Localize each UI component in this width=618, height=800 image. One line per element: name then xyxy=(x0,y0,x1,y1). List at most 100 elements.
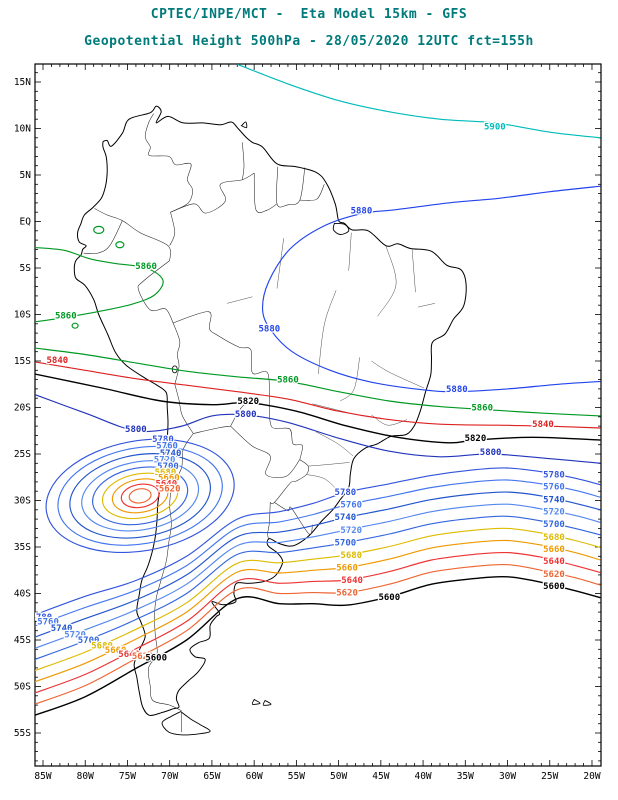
contour-label: 5740 xyxy=(51,624,73,634)
lat-label: 5S xyxy=(20,263,32,274)
lon-label: 40W xyxy=(414,771,431,782)
contour-5640 xyxy=(35,551,601,694)
contour-label: 5800 xyxy=(125,425,147,435)
contour-label: 5600 xyxy=(543,582,565,592)
contour-5780 xyxy=(35,467,601,616)
country-border xyxy=(242,142,245,180)
lat-label: 30S xyxy=(14,496,31,507)
island-outline xyxy=(251,698,261,705)
lat-label: 45S xyxy=(14,635,31,646)
lat-label: 15N xyxy=(14,77,31,88)
contour-label: 5860 xyxy=(135,262,157,272)
state-border xyxy=(276,238,284,289)
contour-label: 5600 xyxy=(145,654,167,664)
lon-label: 45W xyxy=(372,771,389,782)
contour-label: 5680 xyxy=(155,468,177,478)
contour-5800 xyxy=(35,394,601,464)
contour-ring-5740 xyxy=(69,453,211,539)
country-border xyxy=(147,433,194,711)
contour-ring-5760 xyxy=(57,445,223,546)
lat-label: 55S xyxy=(14,728,31,739)
island-outline xyxy=(161,711,211,736)
lon-label: 80W xyxy=(77,771,94,782)
country-border xyxy=(172,322,181,385)
contour-ring-5860 xyxy=(93,225,105,234)
contour-5840 xyxy=(35,361,601,429)
contour-labels: 5900588058805880586058605860586058405840… xyxy=(30,121,566,665)
contour-label: 5740 xyxy=(335,513,357,523)
country-border xyxy=(193,425,231,434)
chart-title-line2: Geopotential Height 500hPa - 28/05/2020 … xyxy=(84,34,534,49)
contour-5820 xyxy=(35,373,601,444)
contour-label: 5660 xyxy=(543,545,565,555)
state-border xyxy=(315,431,354,457)
axis-ticks xyxy=(35,64,601,766)
contour-label: 5600 xyxy=(378,593,400,603)
contour-label: 5700 xyxy=(543,520,565,530)
contour-label: 5700 xyxy=(78,636,100,646)
contour-label: 5900 xyxy=(484,123,506,133)
state-border xyxy=(377,245,397,317)
contour-5740 xyxy=(35,491,601,638)
contour-5760 xyxy=(35,479,601,627)
contour-ring-5700 xyxy=(92,466,189,526)
contour-label: 5880 xyxy=(259,324,281,334)
lon-label: 55W xyxy=(288,771,305,782)
country-border xyxy=(173,311,270,406)
contour-label: 5840 xyxy=(532,420,554,430)
contour-5900 xyxy=(237,64,601,139)
island-outline xyxy=(332,222,350,235)
country-border xyxy=(270,459,309,505)
contour-label: 5740 xyxy=(160,449,182,459)
state-border xyxy=(371,360,424,389)
coastline xyxy=(73,105,467,717)
lon-label: 60W xyxy=(246,771,263,782)
contour-label: 5680 xyxy=(91,642,113,652)
lat-label: 25S xyxy=(14,449,31,460)
contour-label: 5780 xyxy=(152,435,174,445)
contour-label: 5660 xyxy=(158,474,180,484)
lat-label: 15S xyxy=(14,356,31,367)
contour-ring-5620 xyxy=(128,488,152,504)
contour-label: 5760 xyxy=(543,483,565,493)
contour-5600 xyxy=(35,575,601,716)
lon-label: 85W xyxy=(34,771,51,782)
chart-title-line1: CPTEC/INPE/MCT - Eta Model 15km - GFS xyxy=(150,7,468,22)
lon-label: 75W xyxy=(119,771,136,782)
contour-label: 5780 xyxy=(30,613,52,623)
contour-label: 5860 xyxy=(55,311,77,321)
lat-label: 20S xyxy=(14,403,31,414)
contour-label: 5680 xyxy=(543,533,565,543)
state-border xyxy=(318,290,337,375)
contour-label: 5800 xyxy=(480,448,502,458)
country-border xyxy=(174,384,194,434)
country-border xyxy=(269,405,303,460)
contour-ring-5660 xyxy=(111,478,169,514)
axis-labels: 15N 10N 5N EQ 5S 10S 15S 20S 25S 30S 35S 40S 45S 50S 5… xyxy=(14,77,601,782)
state-border xyxy=(227,296,253,304)
state-border xyxy=(340,357,360,402)
contour-5860 xyxy=(35,246,164,323)
contour-label: 5720 xyxy=(154,456,176,466)
country-border xyxy=(299,184,325,201)
contour-ring-5860 xyxy=(115,241,125,249)
contour-label: 5780 xyxy=(543,470,565,480)
lon-label: 30W xyxy=(499,771,516,782)
state-border xyxy=(411,249,416,293)
contour-label: 5800 xyxy=(235,410,257,420)
contour-label: 5860 xyxy=(277,376,299,386)
country-border xyxy=(276,166,306,208)
contour-label: 5620 xyxy=(159,484,181,494)
contour-label: 5720 xyxy=(340,526,362,536)
contour-label: 5660 xyxy=(105,646,127,656)
lon-label: 70W xyxy=(161,771,178,782)
contour-label: 5700 xyxy=(335,538,357,548)
contour-label: 5620 xyxy=(543,570,565,580)
contour-label: 5740 xyxy=(543,496,565,506)
contour-ring-5720 xyxy=(81,460,200,532)
country-border xyxy=(267,502,271,540)
state-border xyxy=(348,232,352,271)
state-border xyxy=(306,474,342,495)
